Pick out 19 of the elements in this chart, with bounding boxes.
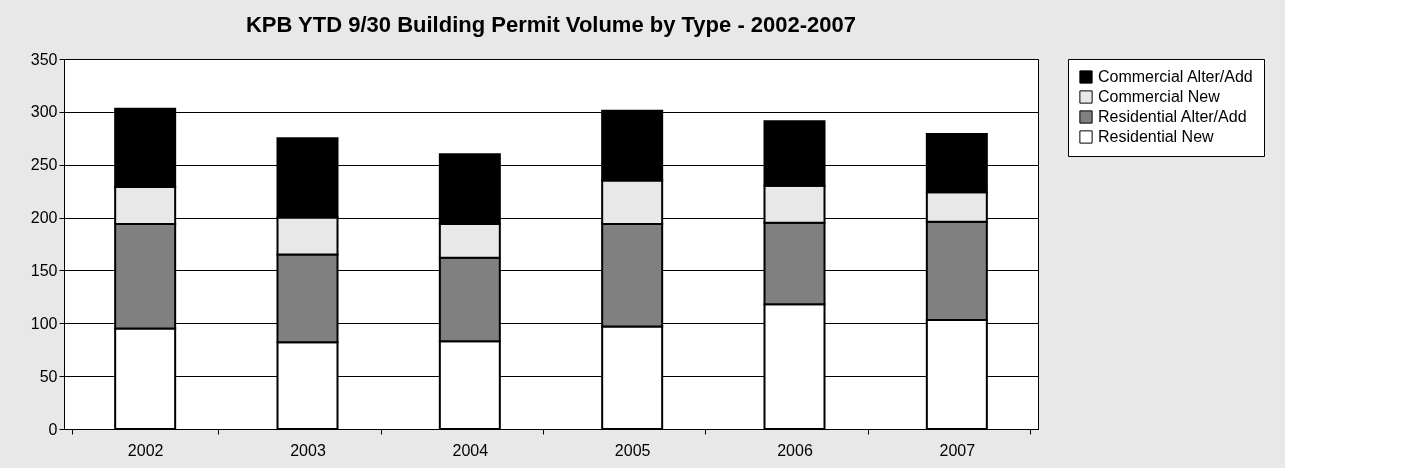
legend-label: Residential New	[1098, 128, 1215, 145]
x-tick-label: 2007	[939, 441, 976, 459]
legend-label: Residential Alter/Add	[1098, 108, 1247, 125]
y-tick-label: 0	[48, 420, 58, 438]
x-tick-label: 2005	[614, 441, 651, 459]
y-tick-label: 250	[30, 156, 58, 174]
legend-label: Commercial New	[1098, 88, 1221, 105]
y-tick-label: 350	[30, 50, 58, 68]
x-tick-label: 2006	[777, 441, 813, 459]
y-tick-label: 150	[30, 261, 58, 279]
y-tick-label: 300	[30, 103, 58, 121]
legend-label: Commercial Alter/Add	[1098, 68, 1253, 85]
x-tick-label: 2004	[452, 441, 489, 459]
x-tick-label: 2002	[127, 441, 164, 459]
y-tick-label: 50	[39, 367, 58, 385]
y-tick-label: 200	[30, 209, 58, 227]
x-tick-label: 2003	[290, 441, 326, 459]
y-tick-label: 100	[30, 314, 58, 332]
chart-title: KPB YTD 9/30 Building Permit Volume by Type - 2002-2007	[245, 12, 857, 37]
